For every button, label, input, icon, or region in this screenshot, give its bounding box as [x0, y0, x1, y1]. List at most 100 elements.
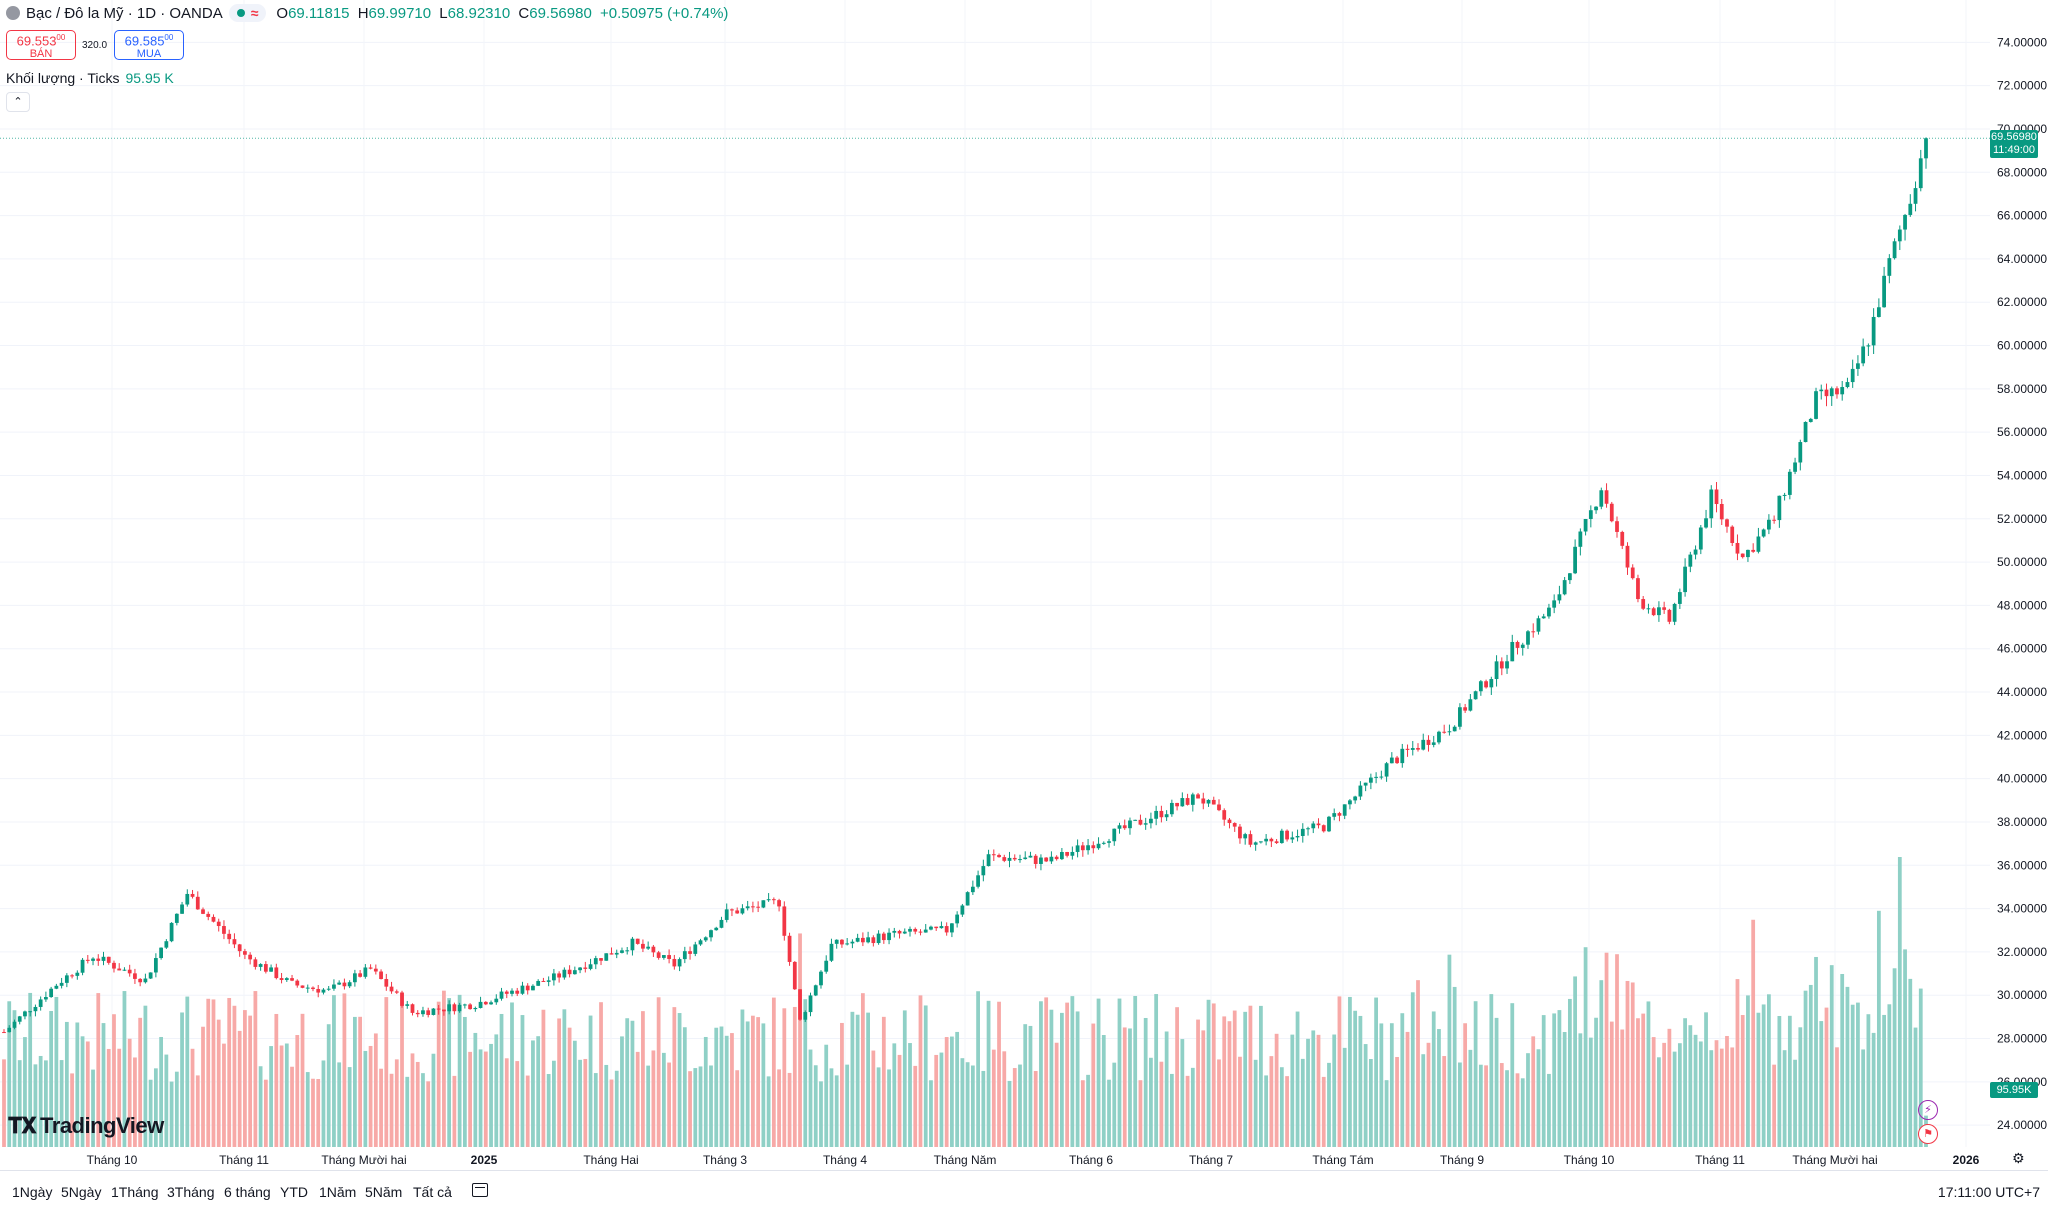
volume-bar [1321, 1076, 1326, 1147]
volume-bar [363, 1050, 368, 1147]
candle-body [1845, 382, 1850, 388]
chevron-up-icon[interactable]: ⌃ [6, 92, 30, 112]
candle-body [185, 893, 190, 905]
candle-body [1494, 661, 1499, 680]
volume-bar [1510, 1003, 1515, 1147]
volume-label: Khối lượng · Ticks [6, 70, 120, 86]
candle-body [1458, 707, 1462, 727]
clock-readout[interactable]: 17:11:00 UTC+7 [1937, 1184, 2040, 1200]
candle-body [23, 1011, 27, 1017]
symbol-title[interactable]: Bạc / Đô la Mỹ · 1D · OANDA [26, 4, 223, 22]
range-1y[interactable]: 1Năm [319, 1184, 357, 1200]
y-tick-label: 62.00000 [1997, 295, 2047, 309]
low-value: 68.92310 [447, 4, 511, 22]
lightning-icon[interactable]: ⚡ [1918, 1100, 1938, 1120]
volume-bar [1709, 1050, 1714, 1147]
candle-body [1719, 504, 1724, 520]
volume-bar [342, 993, 347, 1147]
volume-bar [1175, 1007, 1179, 1147]
candle-body [1091, 845, 1096, 849]
buy-button[interactable]: 69.58500 MUA [114, 30, 184, 60]
volume-bar [468, 1051, 472, 1147]
candle-body [525, 985, 530, 991]
candle-body [881, 933, 886, 941]
volume-bar [1342, 1047, 1347, 1147]
volume-bar [452, 1075, 457, 1147]
volume-legend[interactable]: Khối lượng · Ticks 95.95 K [6, 70, 174, 86]
volume-bar [1437, 1029, 1441, 1147]
candle-body [1478, 681, 1483, 692]
close-value: 69.56980 [529, 4, 592, 22]
candle-body [1657, 607, 1661, 616]
volume-bar [1096, 998, 1101, 1147]
candle-body [227, 933, 232, 940]
high-value: 69.99710 [368, 4, 432, 22]
price-chart[interactable]: 24.0000026.0000028.0000030.0000032.00000… [0, 0, 2048, 1170]
y-tick-label: 44.00000 [1997, 685, 2047, 699]
y-tick-label: 28.00000 [1997, 1032, 2047, 1046]
candle-body [1259, 841, 1263, 843]
range-6m[interactable]: 6 tháng [224, 1184, 271, 1200]
tradingview-logo[interactable]: 𝐓𝐗 TradingView [8, 1113, 164, 1139]
range-5y[interactable]: 5Năm [365, 1184, 403, 1200]
volume-bar [1248, 1005, 1253, 1147]
candle-body [1793, 462, 1797, 472]
range-1d[interactable]: 1Ngày [12, 1184, 53, 1200]
candle-body [243, 951, 247, 955]
volume-bar [389, 1073, 394, 1147]
calendar-icon[interactable] [472, 1183, 488, 1197]
candle-body [38, 999, 43, 1007]
volume-bar [326, 1024, 331, 1147]
volume-bar [12, 1010, 17, 1147]
open-value: 69.11815 [288, 4, 350, 22]
candle-body [337, 982, 342, 985]
volume-bar [1012, 1068, 1017, 1147]
volume-bar [824, 1044, 829, 1147]
candle-body [1206, 799, 1211, 804]
volume-bar [583, 1058, 588, 1147]
volume-bar [682, 1027, 687, 1147]
volume-bar [112, 1014, 116, 1147]
candle-body [1704, 518, 1708, 528]
volume-bar [976, 991, 980, 1147]
volume-bar [258, 1066, 263, 1147]
candle-body [1049, 856, 1054, 862]
volume-bar [1777, 1016, 1782, 1147]
candle-body [300, 985, 305, 988]
volume-bar [28, 992, 33, 1147]
us-flag-icon[interactable]: ⚑ [1918, 1124, 1938, 1144]
range-5d[interactable]: 5Ngày [61, 1184, 102, 1200]
candle-body [1107, 841, 1111, 843]
candle-body [1374, 776, 1378, 778]
candle-body [1562, 580, 1567, 595]
volume-bar [709, 1065, 713, 1147]
candle-body [1054, 856, 1059, 860]
sell-button[interactable]: 69.55300 BÁN [6, 30, 76, 60]
volume-bar [546, 1074, 551, 1147]
candle-body [1112, 828, 1117, 842]
candle-body [211, 916, 216, 922]
volume-bar [1730, 1047, 1735, 1147]
candle-body [274, 967, 279, 979]
candle-body [1599, 490, 1604, 507]
candle-body [1772, 519, 1777, 521]
candle-body [499, 991, 504, 999]
range-3m[interactable]: 3Tháng [167, 1184, 215, 1200]
gear-icon[interactable]: ⚙ [2012, 1150, 2025, 1166]
volume-bar [1478, 1064, 1483, 1147]
range-ytd[interactable]: YTD [280, 1184, 308, 1200]
market-status-pill[interactable]: ≈ [228, 4, 267, 22]
y-tick-label: 66.00000 [1997, 209, 2047, 223]
volume-bar [431, 1053, 436, 1147]
range-all[interactable]: Tất cả [413, 1184, 452, 1200]
candle-body [1709, 489, 1714, 519]
chart-area[interactable]: 24.0000026.0000028.0000030.0000032.00000… [0, 0, 2047, 1167]
range-1m[interactable]: 1Tháng [111, 1184, 159, 1200]
volume-bar [641, 1011, 645, 1147]
volume-bar [688, 1071, 692, 1147]
candle-body [279, 978, 284, 981]
volume-bar [1421, 1054, 1426, 1147]
candle-body [347, 982, 352, 987]
symbol-legend[interactable]: Bạc / Đô la Mỹ · 1D · OANDA ≈ O69.11815 … [6, 4, 728, 22]
candle-body [1316, 823, 1321, 826]
